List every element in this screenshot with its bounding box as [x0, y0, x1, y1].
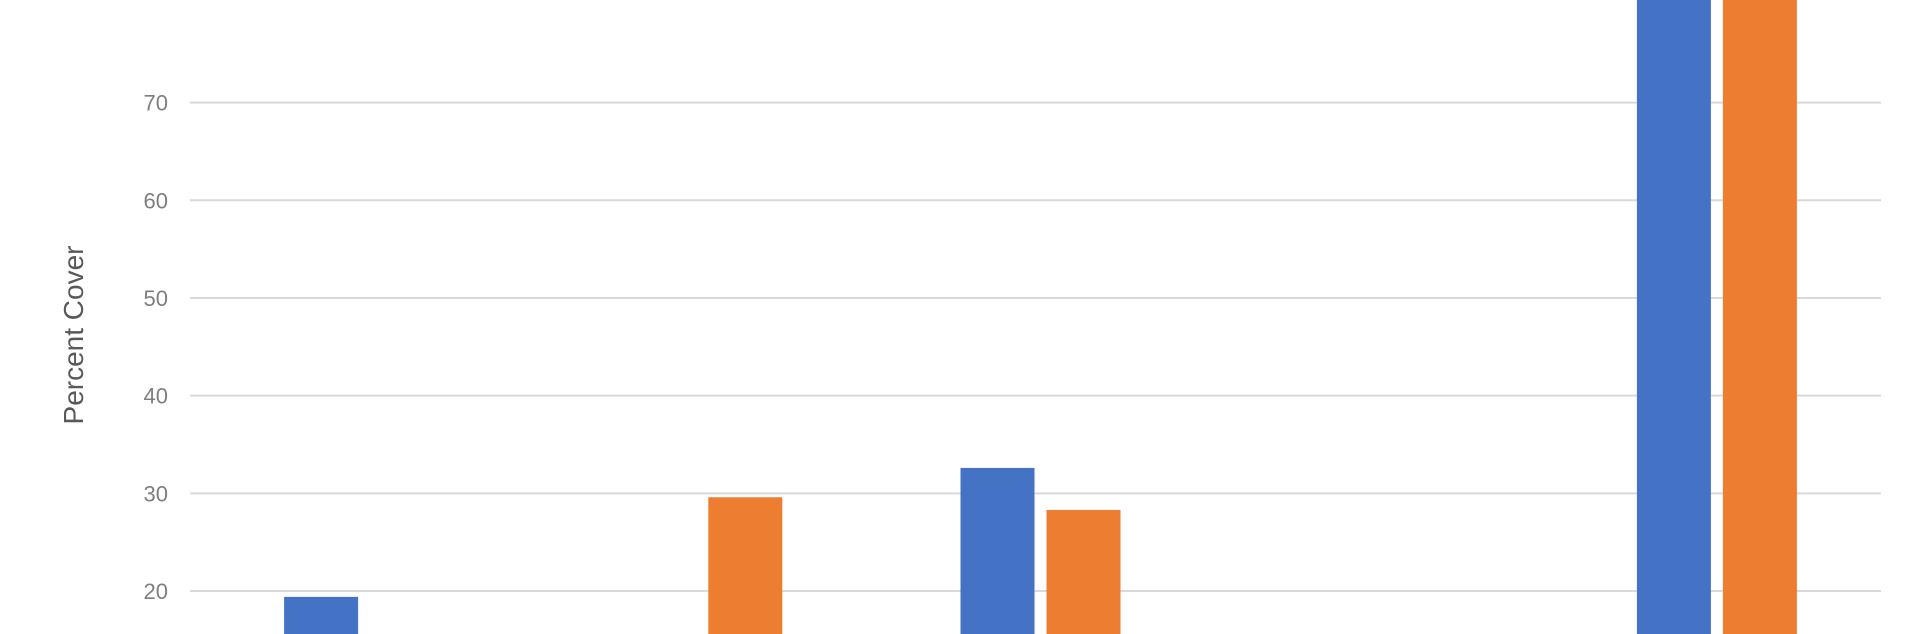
y-tick-label: 20 [144, 579, 168, 604]
bar-series-2-category-3 [1046, 509, 1121, 634]
y-tick-label: 40 [144, 384, 168, 409]
y-tick-label: 30 [144, 481, 168, 506]
gridlines [190, 101, 1881, 593]
y-tick-label: 70 [144, 91, 168, 116]
y-tick-label: 50 [144, 286, 168, 311]
y-tick-label: 60 [144, 188, 168, 213]
y-axis-ticks: 20 30 40 50 60 70 [144, 91, 168, 604]
bar-series-2-category-2 [708, 497, 783, 634]
bar-series-1-category-1 [284, 596, 359, 634]
bar-series-2-category-5 [1722, 0, 1797, 634]
bars [284, 0, 1797, 634]
bar-series-1-category-3 [960, 467, 1035, 634]
bar-series-1-category-5 [1636, 0, 1711, 634]
y-axis-label: Percent Cover [58, 246, 89, 425]
